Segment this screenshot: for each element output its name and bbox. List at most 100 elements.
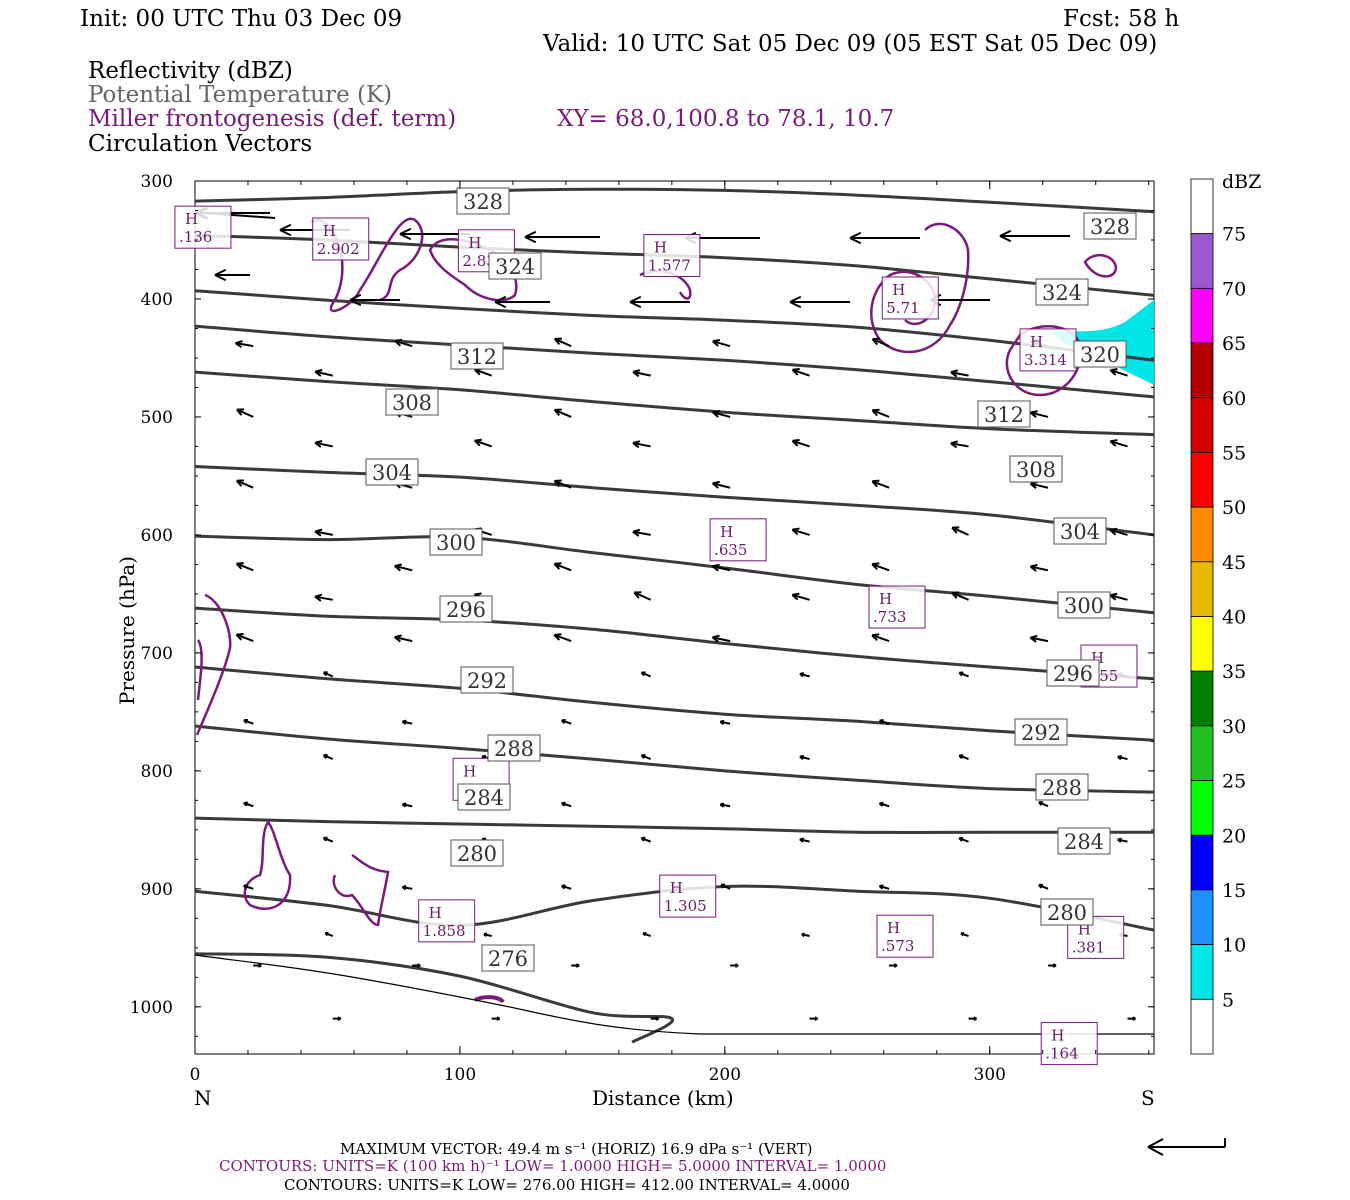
circulation-vector [1109, 368, 1128, 377]
colorbar-level-label: 5 [1222, 989, 1234, 1011]
y-axis-ticks: 300 400 500 600 700 800 900 1000 [130, 172, 1154, 1037]
frontogenesis-max: H1.858 [418, 899, 476, 943]
frontogenesis-max: H.136 [174, 205, 232, 249]
colorbar-level-label: 45 [1222, 552, 1246, 574]
circulation-vector [394, 634, 413, 643]
circulation-vector [640, 836, 652, 843]
y-tick-label: 500 [141, 408, 173, 428]
theta-contour-line [194, 665, 1155, 742]
theta-contour-label-text: 296 [1053, 662, 1093, 686]
circulation-vector [236, 408, 254, 418]
theta-contour-label: 276 [481, 944, 535, 972]
circulation-vector [711, 634, 731, 643]
field-frontogenesis-label: Miller frontogenesis (def. term) [88, 106, 456, 132]
colorbar-title: dBZ [1222, 171, 1261, 193]
circulation-vector [950, 369, 969, 378]
theta-contour-label: 280 [1040, 898, 1094, 926]
circulation-vector [1029, 481, 1049, 489]
circulation-vector [401, 719, 413, 725]
init-time-label: Init: 00 UTC Thu 03 Dec 09 [80, 6, 402, 32]
colorbar-swatch [1190, 178, 1214, 235]
circulation-vector [632, 528, 651, 537]
theta-contour-label: 280 [450, 839, 504, 867]
frontogenesis-max-value: .573 [881, 937, 914, 955]
y-tick-label: 1000 [130, 998, 173, 1018]
theta-contour-line [194, 606, 1155, 681]
colorbar-swatch [1190, 616, 1214, 672]
theta-contour-line [194, 465, 1155, 537]
circulation-vector [524, 230, 600, 244]
circulation-vector [394, 563, 413, 572]
plot-frame [194, 180, 1155, 1055]
circulation-vector [642, 931, 651, 937]
circulation-vector [235, 633, 254, 643]
circulation-vector [650, 1016, 660, 1021]
theta-contour-label-text: 292 [467, 669, 507, 693]
circulation-vector [561, 718, 572, 725]
circulation-vector [878, 801, 890, 808]
colorbar-level-label: 25 [1222, 771, 1246, 793]
colorbar-swatch [1190, 397, 1214, 453]
colorbar-level-label: 55 [1222, 442, 1246, 464]
x-tick-label: 300 [974, 1065, 1006, 1085]
circulation-vector [1109, 439, 1128, 448]
circulation-vector [1048, 963, 1057, 968]
theta-contour-label: 328 [1083, 212, 1137, 240]
terrain-line [194, 954, 1154, 1035]
circulation-vector [999, 229, 1070, 243]
frontogenesis-max: H2.838 [457, 229, 515, 273]
theta-contour-label: 312 [450, 342, 504, 370]
theta-contour-line [194, 187, 1155, 214]
circulation-vector [632, 440, 651, 449]
theta-contour-line [194, 952, 674, 1044]
circulation-vector [235, 562, 254, 572]
circulation-vector [491, 1016, 501, 1021]
circulation-vector [474, 367, 493, 377]
circulation-vector [791, 527, 810, 536]
colorbar-level-label: 35 [1222, 661, 1246, 683]
circulation-vector [871, 562, 890, 572]
colorbar-level-label: 30 [1222, 716, 1246, 738]
circulation-vector [1029, 563, 1049, 572]
frontogenesis-maxima: H.136 H2.902 H2.838H1.577H5.71H3.314H.635H… [174, 205, 1138, 1066]
circulation-vector [1038, 883, 1049, 890]
theta-contour-line [194, 816, 1154, 834]
frontogenesis-max-value: 1.858 [423, 922, 466, 940]
frontogenesis-max-marker: H [892, 281, 905, 299]
circulation-vector [712, 480, 731, 489]
circulation-vector [1029, 634, 1049, 643]
frontogenesis-max-marker: H [887, 919, 900, 937]
circulation-vector [799, 754, 810, 761]
frontogenesis-max-value: .136 [179, 228, 212, 246]
circulation-vector [633, 591, 652, 601]
frontogenesis-max: H.164 [1040, 1022, 1098, 1066]
south-label: S [1141, 1086, 1155, 1110]
theta-contour-label: 292 [1014, 718, 1068, 746]
y-tick-label: 600 [141, 526, 173, 546]
theta-contour-label-text: 312 [457, 345, 497, 369]
theta-contour-label: 300 [1057, 591, 1111, 619]
circulation-vector [253, 963, 262, 968]
circulation-vector [571, 963, 580, 968]
circulation-vector [960, 932, 969, 937]
frontogenesis-max-marker: H [1030, 333, 1043, 351]
circulation-vector [1029, 410, 1049, 418]
theta-contour-label-text: 284 [464, 786, 504, 810]
colorbar-level-label: 75 [1222, 224, 1246, 246]
frontogenesis-max: H1.305 [659, 874, 717, 918]
theta-contour-label-text: 276 [488, 947, 528, 971]
circulation-vector [243, 884, 254, 890]
frontogenesis-max: H1.577 [643, 234, 701, 278]
x-tick-label: 0 [190, 1065, 201, 1085]
frontogenesis-max-value: .164 [1045, 1045, 1078, 1063]
y-tick-label: 900 [141, 880, 173, 900]
frontogenesis-max: H2.902 [312, 217, 370, 261]
theta-contour-label: 304 [365, 458, 419, 486]
frontogenesis-max-marker: H [879, 590, 892, 608]
circulation-vector [473, 438, 493, 448]
y-axis-label: Pressure (hPa) [115, 556, 139, 705]
cross-section-endpoints-label: XY= 68.0,100.8 to 78.1, 10.7 [557, 106, 894, 132]
circulation-vector [950, 440, 969, 449]
circulation-vector [322, 836, 334, 843]
